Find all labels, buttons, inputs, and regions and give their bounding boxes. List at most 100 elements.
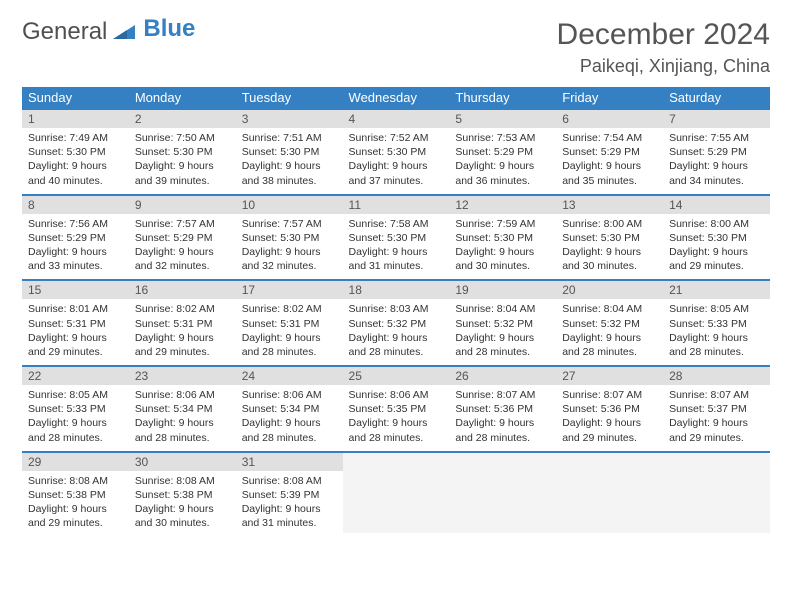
day-body: Sunrise: 8:00 AMSunset: 5:30 PMDaylight:… <box>556 214 663 280</box>
day-body: Sunrise: 8:02 AMSunset: 5:31 PMDaylight:… <box>129 299 236 365</box>
day-number: 30 <box>129 453 236 471</box>
calendar-day-cell: 23Sunrise: 8:06 AMSunset: 5:34 PMDayligh… <box>129 366 236 452</box>
title-month: December 2024 <box>557 18 770 52</box>
sunrise-text: Sunrise: 8:08 AM <box>135 474 230 488</box>
sunrise-text: Sunrise: 7:57 AM <box>135 217 230 231</box>
calendar-day-cell: 30Sunrise: 8:08 AMSunset: 5:38 PMDayligh… <box>129 452 236 537</box>
daylight-text: Daylight: 9 hours and 32 minutes. <box>242 245 337 273</box>
calendar-week-row: 1Sunrise: 7:49 AMSunset: 5:30 PMDaylight… <box>22 109 770 195</box>
sunrise-text: Sunrise: 8:06 AM <box>135 388 230 402</box>
sunrise-text: Sunrise: 8:01 AM <box>28 302 123 316</box>
calendar-day-cell: 13Sunrise: 8:00 AMSunset: 5:30 PMDayligh… <box>556 195 663 281</box>
day-body: Sunrise: 7:54 AMSunset: 5:29 PMDaylight:… <box>556 128 663 194</box>
sunrise-text: Sunrise: 8:02 AM <box>242 302 337 316</box>
sunrise-text: Sunrise: 7:49 AM <box>28 131 123 145</box>
daylight-text: Daylight: 9 hours and 39 minutes. <box>135 159 230 187</box>
daylight-text: Daylight: 9 hours and 29 minutes. <box>28 502 123 530</box>
sunset-text: Sunset: 5:38 PM <box>28 488 123 502</box>
calendar-day-cell: 17 Sunrise: 8:02 AMSunset: 5:31 PMDayligh… <box>236 280 343 366</box>
daylight-text: Daylight: 9 hours and 28 minutes. <box>455 416 550 444</box>
day-body: Sunrise: 7:53 AMSunset: 5:29 PMDaylight:… <box>449 128 556 194</box>
sunrise-text: Sunrise: 8:05 AM <box>669 302 764 316</box>
sunset-text: Sunset: 5:30 PM <box>28 145 123 159</box>
day-number: 28 <box>663 367 770 385</box>
sunrise-text: Sunrise: 7:52 AM <box>349 131 444 145</box>
calendar-table: Sunday Monday Tuesday Wednesday Thursday… <box>22 87 770 536</box>
day-number: 10 <box>236 196 343 214</box>
day-body: Sunrise: 7:50 AMSunset: 5:30 PMDaylight:… <box>129 128 236 194</box>
day-body: Sunrise: 8:07 AMSunset: 5:36 PMDaylight:… <box>449 385 556 451</box>
sunset-text: Sunset: 5:29 PM <box>135 231 230 245</box>
day-number: 18 <box>343 281 450 299</box>
daylight-text: Daylight: 9 hours and 33 minutes. <box>28 245 123 273</box>
sunrise-text: Sunrise: 8:00 AM <box>669 217 764 231</box>
day-body: Sunrise: 8:05 AMSunset: 5:33 PMDaylight:… <box>22 385 129 451</box>
sunset-text: Sunset: 5:31 PM <box>242 317 337 331</box>
daylight-text: Daylight: 9 hours and 32 minutes. <box>135 245 230 273</box>
sunset-text: Sunset: 5:29 PM <box>562 145 657 159</box>
sunrise-text: Sunrise: 7:51 AM <box>242 131 337 145</box>
day-body: Sunrise: 7:52 AMSunset: 5:30 PMDaylight:… <box>343 128 450 194</box>
day-number: 17 <box>236 281 343 299</box>
calendar-week-row: 22Sunrise: 8:05 AMSunset: 5:33 PMDayligh… <box>22 366 770 452</box>
daylight-text: Daylight: 9 hours and 28 minutes. <box>349 331 444 359</box>
day-body: Sunrise: 7:59 AMSunset: 5:30 PMDaylight:… <box>449 214 556 280</box>
sunrise-text: Sunrise: 8:00 AM <box>562 217 657 231</box>
sunset-text: Sunset: 5:34 PM <box>135 402 230 416</box>
calendar-day-cell: 16Sunrise: 8:02 AMSunset: 5:31 PMDayligh… <box>129 280 236 366</box>
calendar-day-cell: 11Sunrise: 7:58 AMSunset: 5:30 PMDayligh… <box>343 195 450 281</box>
calendar-day-cell: 18Sunrise: 8:03 AMSunset: 5:32 PMDayligh… <box>343 280 450 366</box>
day-number: 21 <box>663 281 770 299</box>
daylight-text: Daylight: 9 hours and 28 minutes. <box>242 331 337 359</box>
day-body: Sunrise: 8:06 AMSunset: 5:34 PMDaylight:… <box>236 385 343 451</box>
calendar-day-cell: 20Sunrise: 8:04 AMSunset: 5:32 PMDayligh… <box>556 280 663 366</box>
calendar-day-cell: 28Sunrise: 8:07 AMSunset: 5:37 PMDayligh… <box>663 366 770 452</box>
daylight-text: Daylight: 9 hours and 31 minutes. <box>242 502 337 530</box>
sunset-text: Sunset: 5:38 PM <box>135 488 230 502</box>
day-body: Sunrise: 7:55 AMSunset: 5:29 PMDaylight:… <box>663 128 770 194</box>
calendar-day-cell: 8Sunrise: 7:56 AMSunset: 5:29 PMDaylight… <box>22 195 129 281</box>
day-number: 4 <box>343 110 450 128</box>
daylight-text: Daylight: 9 hours and 28 minutes. <box>28 416 123 444</box>
sunrise-text: Sunrise: 8:07 AM <box>669 388 764 402</box>
calendar-day-cell: 2Sunrise: 7:50 AMSunset: 5:30 PMDaylight… <box>129 109 236 195</box>
calendar-day-cell <box>449 452 556 537</box>
day-number: 9 <box>129 196 236 214</box>
sunset-text: Sunset: 5:36 PM <box>562 402 657 416</box>
logo-text-b: Blue <box>143 15 195 43</box>
daylight-text: Daylight: 9 hours and 28 minutes. <box>455 331 550 359</box>
day-number: 20 <box>556 281 663 299</box>
day-number: 5 <box>449 110 556 128</box>
day-body: Sunrise: 8:06 AMSunset: 5:35 PMDaylight:… <box>343 385 450 451</box>
day-body: Sunrise: 8:00 AMSunset: 5:30 PMDaylight:… <box>663 214 770 280</box>
daylight-text: Daylight: 9 hours and 28 minutes. <box>562 331 657 359</box>
calendar-day-cell: 12Sunrise: 7:59 AMSunset: 5:30 PMDayligh… <box>449 195 556 281</box>
sunrise-text: Sunrise: 8:03 AM <box>349 302 444 316</box>
calendar-day-cell: 31Sunrise: 8:08 AMSunset: 5:39 PMDayligh… <box>236 452 343 537</box>
sunset-text: Sunset: 5:31 PM <box>135 317 230 331</box>
sunset-text: Sunset: 5:39 PM <box>242 488 337 502</box>
weekday-header: Monday <box>129 87 236 109</box>
calendar-day-cell: 27Sunrise: 8:07 AMSunset: 5:36 PMDayligh… <box>556 366 663 452</box>
sunrise-text: Sunrise: 8:08 AM <box>242 474 337 488</box>
sunset-text: Sunset: 5:34 PM <box>242 402 337 416</box>
day-body: Sunrise: 8:07 AMSunset: 5:36 PMDaylight:… <box>556 385 663 451</box>
daylight-text: Daylight: 9 hours and 30 minutes. <box>562 245 657 273</box>
day-body: Sunrise: 8:07 AMSunset: 5:37 PMDaylight:… <box>663 385 770 451</box>
sunset-text: Sunset: 5:33 PM <box>669 317 764 331</box>
sunset-text: Sunset: 5:30 PM <box>562 231 657 245</box>
sunrise-text: Sunrise: 7:53 AM <box>455 131 550 145</box>
daylight-text: Daylight: 9 hours and 31 minutes. <box>349 245 444 273</box>
calendar-day-cell: 21Sunrise: 8:05 AMSunset: 5:33 PMDayligh… <box>663 280 770 366</box>
weekday-header: Wednesday <box>343 87 450 109</box>
calendar-week-row: 29Sunrise: 8:08 AMSunset: 5:38 PMDayligh… <box>22 452 770 537</box>
day-body: Sunrise: 8:03 AMSunset: 5:32 PMDaylight:… <box>343 299 450 365</box>
sunset-text: Sunset: 5:30 PM <box>349 145 444 159</box>
daylight-text: Daylight: 9 hours and 30 minutes. <box>455 245 550 273</box>
page-header: General Blue December 2024 Paikeqi, Xinj… <box>22 18 770 77</box>
day-number: 12 <box>449 196 556 214</box>
daylight-text: Daylight: 9 hours and 40 minutes. <box>28 159 123 187</box>
day-body: Sunrise: 7:49 AMSunset: 5:30 PMDaylight:… <box>22 128 129 194</box>
sunset-text: Sunset: 5:30 PM <box>455 231 550 245</box>
calendar-day-cell: 10Sunrise: 7:57 AMSunset: 5:30 PMDayligh… <box>236 195 343 281</box>
